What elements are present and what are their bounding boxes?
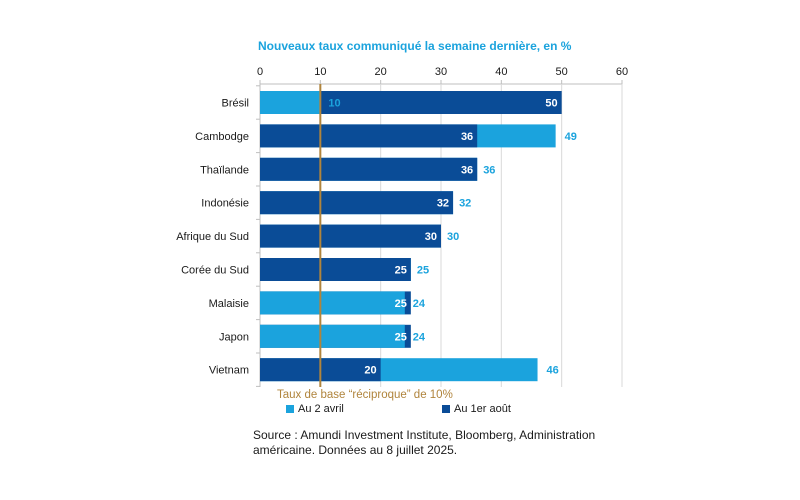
source-line-2: américaine. Données au 8 juillet 2025.	[253, 443, 458, 457]
data-label-au-2-avril: 10	[328, 98, 340, 110]
data-label-au-2-avril: 49	[565, 131, 577, 143]
data-label-au-2-avril: 25	[417, 265, 429, 277]
data-label-au-2-avril: 24	[413, 331, 426, 343]
data-label-au-1er-aout: 32	[437, 198, 449, 210]
bar-au-1er-aout	[260, 258, 411, 281]
data-label-au-2-avril: 30	[447, 231, 459, 243]
category-label: Corée du Sud	[181, 265, 249, 277]
data-label-au-1er-aout: 50	[545, 98, 557, 110]
legend-swatch	[286, 405, 294, 413]
data-label-au-1er-aout: 36	[461, 131, 473, 143]
x-tick-label: 30	[435, 66, 447, 78]
bar-au-2-avril	[260, 91, 321, 114]
data-label-au-1er-aout: 25	[395, 298, 407, 310]
reference-line-label: Taux de base “réciproque” de 10%	[277, 389, 453, 401]
data-label-au-2-avril: 36	[483, 164, 495, 176]
category-label: Thaïlande	[200, 164, 249, 176]
bar-au-1er-aout	[260, 224, 441, 248]
bar-au-1er-aout	[260, 191, 454, 215]
x-tick-label: 10	[314, 66, 326, 78]
data-label-au-2-avril: 24	[413, 298, 426, 310]
data-label-au-2-avril: 46	[547, 365, 559, 377]
bar-au-1er-aout	[260, 124, 478, 148]
data-label-au-1er-aout: 25	[395, 331, 407, 343]
x-tick-label: 60	[616, 66, 628, 78]
x-tick-label: 50	[556, 66, 568, 78]
category-label: Japon	[219, 331, 249, 343]
data-label-au-1er-aout: 25	[395, 265, 407, 277]
data-label-au-1er-aout: 36	[461, 164, 473, 176]
category-label: Malaisie	[209, 298, 249, 310]
x-tick-label: 0	[257, 66, 263, 78]
legend-label: Au 1er août	[454, 403, 511, 415]
source-note: Source : Amundi Investment Institute, Bl…	[253, 428, 623, 458]
category-label: Vietnam	[209, 365, 249, 377]
legend-item-1er-aout: Au 1er août	[442, 403, 511, 415]
category-label: Brésil	[221, 98, 249, 110]
category-label: Indonésie	[201, 198, 249, 210]
legend-item-2-avril: Au 2 avril	[286, 403, 344, 415]
bar-au-1er-aout	[260, 91, 562, 114]
legend-swatch	[442, 405, 450, 413]
category-label: Afrique du Sud	[176, 231, 249, 243]
legend-label: Au 2 avril	[298, 403, 344, 415]
x-tick-label: 40	[495, 66, 507, 78]
category-label: Cambodge	[195, 131, 249, 143]
bar-au-2-avril	[260, 291, 405, 315]
data-label-au-1er-aout: 20	[364, 365, 376, 377]
bar-au-1er-aout	[260, 157, 478, 181]
x-tick-label: 20	[375, 66, 387, 78]
chart-title: Nouveaux taux communiqué la semaine dern…	[258, 39, 572, 53]
data-label-au-2-avril: 32	[459, 198, 471, 210]
bar-au-2-avril	[260, 324, 405, 348]
source-line-1: Source : Amundi Investment Institute, Bl…	[253, 428, 596, 442]
data-label-au-1er-aout: 30	[425, 231, 437, 243]
